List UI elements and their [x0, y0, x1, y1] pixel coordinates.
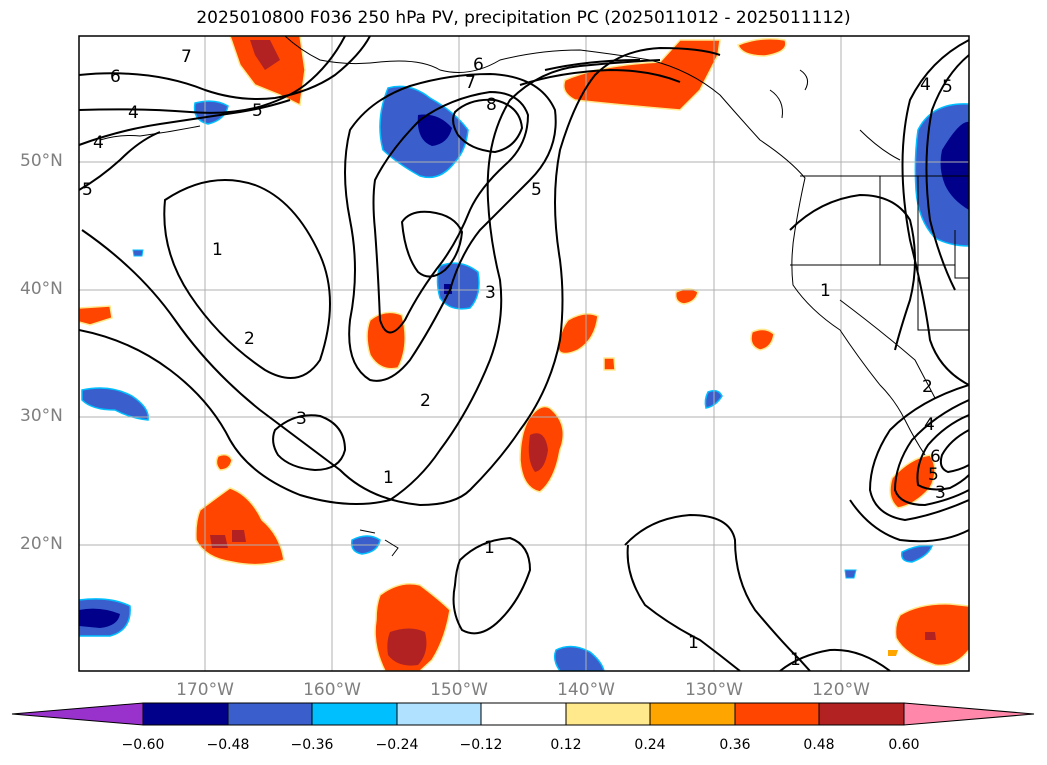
contour-label: 5: [252, 101, 263, 121]
contour-label: 3: [935, 483, 946, 503]
contour-label: 8: [486, 95, 497, 115]
colorbar-tick-label: 0.24: [634, 737, 666, 753]
contour-label: 2: [922, 377, 933, 397]
colorbar-swatch: [142, 702, 229, 726]
colorbar-swatch: [734, 702, 820, 726]
contour-label: 4: [93, 133, 104, 153]
pv-contours: [79, 36, 969, 671]
precip-negative-anomalies: [79, 85, 969, 671]
latitude-label: 30°N: [20, 406, 63, 426]
longitude-label: 150°W: [430, 680, 488, 700]
colorbar-tick-label: 0.60: [888, 737, 920, 753]
latitude-label: 40°N: [20, 279, 63, 299]
contour-label: 1: [484, 538, 495, 558]
contour-label: 7: [181, 47, 192, 67]
contour-label: 2: [244, 329, 255, 349]
longitude-label: 130°W: [685, 680, 743, 700]
colorbar-under-extension: [11, 702, 144, 726]
contour-label: 1: [688, 633, 699, 653]
colorbar-swatch: [818, 702, 905, 726]
contour-label: 5: [531, 180, 542, 200]
contour-label: 6: [930, 447, 941, 467]
colorbar-tick-label: 0.48: [803, 737, 835, 753]
colorbar-over-extension: [903, 702, 1035, 726]
contour-label: 1: [820, 281, 831, 301]
contour-label: 6: [110, 67, 121, 87]
colorbar-tick-label: −0.12: [459, 737, 503, 753]
colorbar-swatch: [227, 702, 313, 726]
contour-label: 5: [928, 465, 939, 485]
contour-label: 3: [485, 283, 496, 303]
colorbar-tick-label: −0.24: [375, 737, 419, 753]
map-frame: [78, 35, 970, 672]
colorbar-swatch: [565, 702, 651, 726]
latitude-label: 20°N: [20, 534, 63, 554]
contour-label: 4: [128, 103, 139, 123]
contour-label: 7: [465, 73, 476, 93]
colorbar-tick-label: −0.60: [121, 737, 165, 753]
colorbar: [11, 702, 1035, 726]
colorbar-swatch: [480, 702, 567, 726]
longitude-label: 140°W: [557, 680, 615, 700]
colorbar-swatch: [396, 702, 482, 726]
contour-label: 5: [942, 77, 953, 97]
colorbar-tick-label: 0.36: [719, 737, 751, 753]
contour-label: 6: [473, 55, 484, 75]
latitude-label: 50°N: [20, 151, 63, 171]
longitude-label: 170°W: [176, 680, 234, 700]
longitude-label: 120°W: [812, 680, 870, 700]
contour-label: 5: [82, 180, 93, 200]
contour-label: 1: [383, 468, 394, 488]
colorbar-tick-label: −0.48: [206, 737, 250, 753]
contour-label: 1: [212, 240, 223, 260]
contour-label: 3: [296, 409, 307, 429]
contour-label: 4: [924, 415, 935, 435]
contour-label: 4: [920, 75, 931, 95]
contour-labels: 7 6 5 4 4 5 6 7 8 5 1 2 3 3 2 1 1 1 1 1 …: [82, 47, 953, 670]
contour-label: 1: [790, 650, 801, 670]
colorbar-swatch: [311, 702, 398, 726]
colorbar-tick-label: 0.12: [550, 737, 582, 753]
contour-label: 2: [420, 391, 431, 411]
map-title: 2025010800 F036 250 hPa PV, precipitatio…: [196, 8, 851, 28]
colorbar-swatch: [649, 702, 736, 726]
colorbar-tick-label: −0.36: [290, 737, 334, 753]
graticule: [79, 36, 969, 671]
precip-positive-anomalies: [79, 36, 969, 671]
longitude-label: 160°W: [303, 680, 361, 700]
coastlines: [99, 36, 969, 557]
